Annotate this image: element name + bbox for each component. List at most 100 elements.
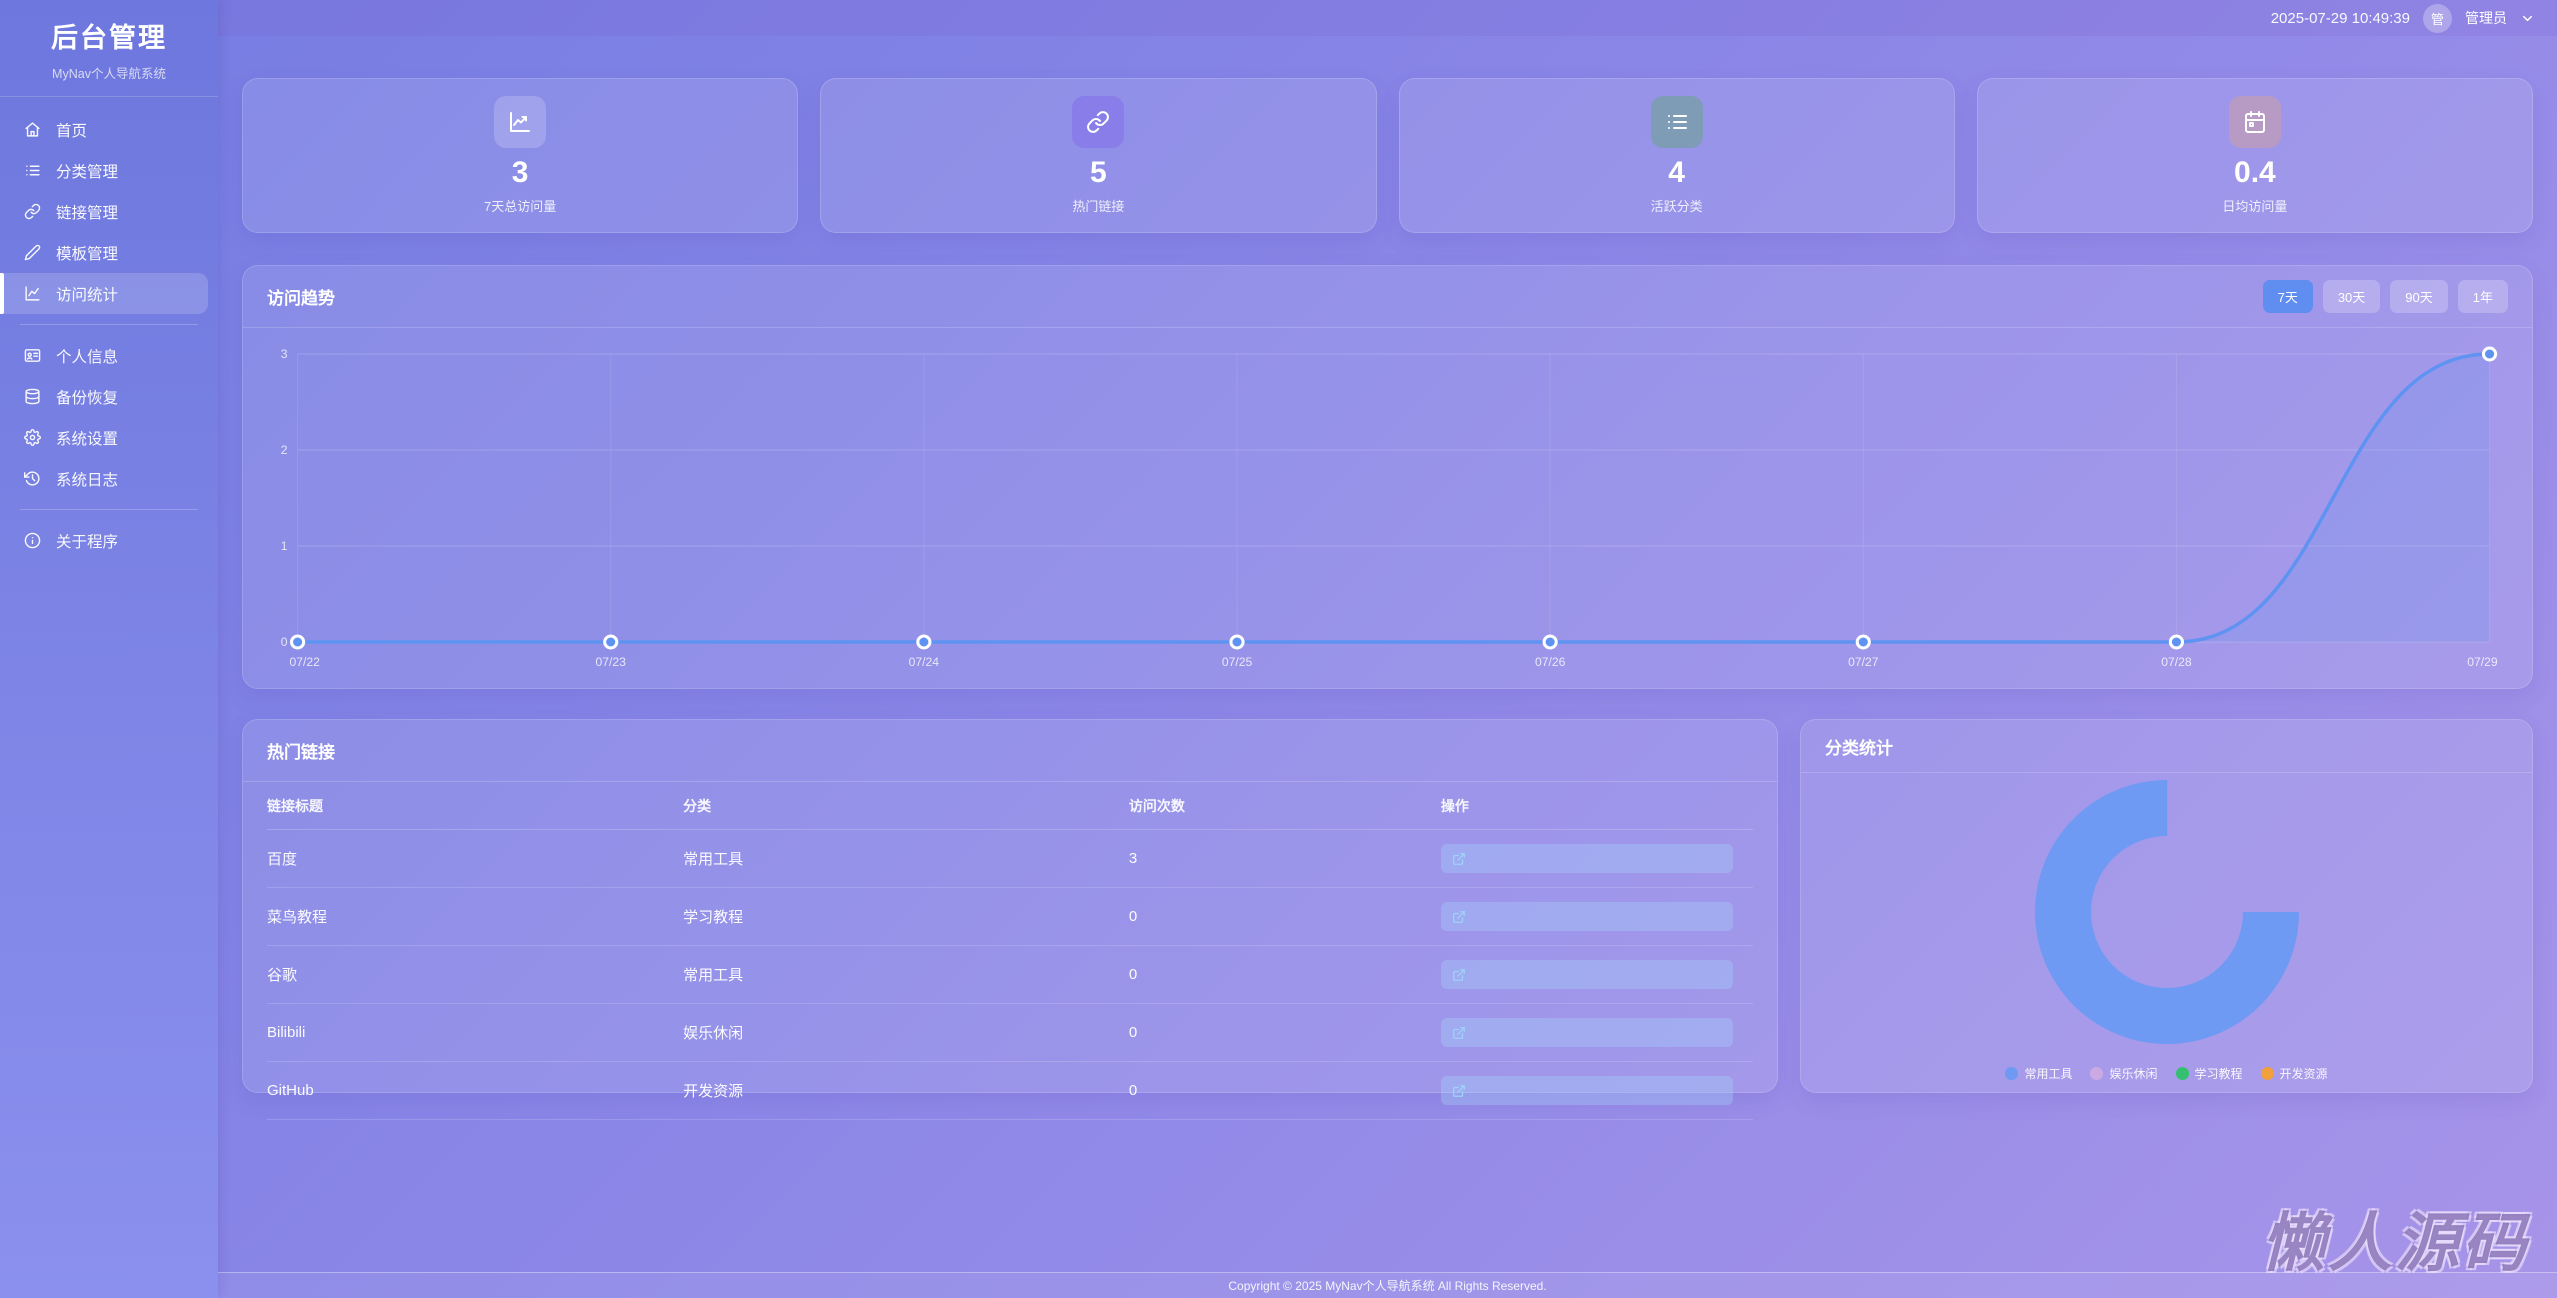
- range-button[interactable]: 30天: [2322, 280, 2381, 313]
- menu-divider: [20, 324, 198, 325]
- column-header: 链接标题: [267, 782, 684, 830]
- sidebar-item-label: 访问统计: [56, 286, 119, 304]
- chart-icon: [24, 285, 41, 302]
- username-text[interactable]: 管理员: [2465, 10, 2507, 26]
- stat-card-label: 日均访问量: [2222, 199, 2288, 214]
- svg-text:07/23: 07/23: [596, 655, 627, 669]
- sidebar-item-label: 备份恢复: [56, 389, 119, 407]
- link-visits-cell: 0: [1128, 1061, 1441, 1120]
- table-row: 百度 常用工具 3: [267, 829, 1753, 888]
- svg-text:07/29: 07/29: [2467, 655, 2498, 669]
- column-header: 分类: [683, 782, 1129, 830]
- sidebar-item-id-card[interactable]: 个人信息: [0, 335, 208, 376]
- svg-text:07/25: 07/25: [1222, 655, 1253, 669]
- external-link-icon: [1452, 1084, 1466, 1098]
- table-row: 谷歌 常用工具 0: [267, 945, 1753, 1004]
- hot-links-header: 热门链接: [243, 720, 1777, 782]
- datetime-text: 2025-07-29 10:49:39: [2270, 9, 2410, 27]
- svg-text:07/28: 07/28: [2161, 655, 2192, 669]
- sidebar-item-home[interactable]: 首页: [0, 109, 208, 150]
- sidebar-item-label: 模板管理: [56, 245, 119, 263]
- sidebar-item-label: 关于程序: [56, 533, 119, 551]
- link-title-cell[interactable]: 谷歌: [267, 945, 684, 1004]
- legend-item[interactable]: 娱乐休闲: [2090, 1065, 2158, 1082]
- database-icon: [24, 388, 41, 405]
- external-link-icon: [1452, 852, 1466, 866]
- legend-item[interactable]: 学习教程: [2175, 1065, 2243, 1082]
- external-link-icon: [1452, 968, 1466, 982]
- link-title-cell[interactable]: 菜鸟教程: [267, 887, 684, 946]
- home-icon: [24, 121, 41, 138]
- legend-label: 娱乐休闲: [2109, 1067, 2158, 1081]
- stat-card-icon-box: [1072, 96, 1125, 148]
- sidebar-menu: 首页 分类管理 链接管理 模板管理 访问统计 个人信息 备份恢复 系统设置 系统…: [0, 97, 218, 561]
- link-icon: [24, 203, 41, 220]
- sidebar-item-label: 链接管理: [56, 204, 119, 222]
- avatar[interactable]: 管: [2423, 3, 2452, 33]
- legend-label: 学习教程: [2194, 1067, 2243, 1081]
- sidebar-item-list[interactable]: 分类管理: [0, 150, 208, 191]
- bottom-row: 热门链接 链接标题 分类 访问次数 操作 百度 常用工具 3 菜鸟教程 学习教程: [242, 719, 2533, 1120]
- hot-links-table: 链接标题 分类 访问次数 操作 百度 常用工具 3 菜鸟教程 学习教程 0: [267, 782, 1753, 1120]
- svg-text:07/24: 07/24: [909, 655, 940, 669]
- svg-text:07/27: 07/27: [1848, 655, 1879, 669]
- legend-swatch: [2175, 1067, 2189, 1080]
- stat-card-value: 0.4: [2234, 156, 2276, 189]
- stat-card: 3 7天总访问量: [242, 78, 799, 233]
- menu-divider: [20, 509, 198, 510]
- category-stats-title: 分类统计: [1825, 738, 1893, 758]
- legend-label: 开发资源: [2279, 1067, 2328, 1081]
- sidebar-item-brush[interactable]: 模板管理: [0, 232, 208, 273]
- link-category-cell: 娱乐休闲: [683, 1003, 1129, 1062]
- visit-link-button[interactable]: [1440, 844, 1733, 873]
- table-row: 菜鸟教程 学习教程 0: [267, 887, 1753, 946]
- app-title: 后台管理: [51, 23, 167, 53]
- footer: Copyright © 2025 MyNav个人导航系统 All Rights …: [218, 1272, 2557, 1298]
- visit-link-button[interactable]: [1440, 1018, 1733, 1047]
- sidebar-item-label: 首页: [56, 122, 88, 140]
- stat-card-label: 活跃分类: [1650, 199, 1703, 214]
- svg-text:0: 0: [281, 635, 288, 649]
- sidebar-item-history[interactable]: 系统日志: [0, 458, 208, 499]
- visit-link-button[interactable]: [1440, 902, 1733, 931]
- donut-chart: 常用工具 娱乐休闲 学习教程 开发资源: [1801, 773, 2532, 1092]
- main-content: 3 7天总访问量 5 热门链接 4 活跃分类 0.4 日均访问量: [218, 36, 2557, 1272]
- legend-item[interactable]: 常用工具: [2005, 1065, 2072, 1082]
- visit-link-button[interactable]: [1440, 1076, 1733, 1105]
- legend-label: 常用工具: [2024, 1067, 2073, 1081]
- stat-card-value: 3: [511, 156, 529, 189]
- stat-cards-row: 3 7天总访问量 5 热门链接 4 活跃分类 0.4 日均访问量: [242, 78, 2533, 233]
- list-icon: [1665, 110, 1689, 134]
- copyright-text: Copyright © 2025 MyNav个人导航系统 All Rights …: [1228, 1279, 1547, 1293]
- hot-links-title: 热门链接: [267, 743, 335, 762]
- category-stats-panel: 分类统计 常用工具 娱乐休闲 学习教程 开发资源: [1800, 719, 2533, 1093]
- sidebar-item-gear[interactable]: 系统设置: [0, 417, 208, 458]
- sidebar-item-link[interactable]: 链接管理: [0, 191, 208, 232]
- visit-link-button[interactable]: [1440, 960, 1733, 989]
- svg-text:1: 1: [281, 539, 288, 553]
- sidebar-item-label: 个人信息: [56, 348, 119, 366]
- stat-card-value: 5: [1090, 156, 1107, 189]
- sidebar-item-chart[interactable]: 访问统计: [0, 273, 208, 314]
- range-button[interactable]: 7天: [2262, 280, 2313, 313]
- donut-chart-svg: [2034, 780, 2299, 1044]
- line-chart: 0 1 2 3 07/22 07/23 07/24 07/25 07/26 07/27 07/28 0…: [243, 328, 2532, 684]
- range-button[interactable]: 1年: [2457, 280, 2508, 313]
- link-visits-cell: 3: [1128, 829, 1441, 888]
- legend-item[interactable]: 开发资源: [2260, 1065, 2328, 1082]
- user-menu-toggle[interactable]: [2520, 11, 2535, 26]
- link-title-cell[interactable]: Bilibili: [267, 1003, 684, 1062]
- topbar: 2025-07-29 10:49:39 管 管理员: [218, 0, 2557, 36]
- sidebar-item-label: 系统日志: [56, 471, 119, 489]
- link-title-cell[interactable]: 百度: [267, 829, 684, 888]
- sidebar-item-label: 分类管理: [56, 163, 119, 181]
- sidebar-item-database[interactable]: 备份恢复: [0, 376, 208, 417]
- table-row: Bilibili 娱乐休闲 0: [267, 1003, 1753, 1062]
- range-button[interactable]: 90天: [2390, 280, 2448, 313]
- link-title-cell[interactable]: GitHub: [267, 1061, 684, 1120]
- sidebar-item-info[interactable]: 关于程序: [0, 520, 208, 561]
- trend-title: 访问趋势: [267, 289, 335, 308]
- gear-icon: [24, 429, 41, 446]
- info-icon: [24, 532, 41, 549]
- svg-text:07/22: 07/22: [289, 655, 320, 669]
